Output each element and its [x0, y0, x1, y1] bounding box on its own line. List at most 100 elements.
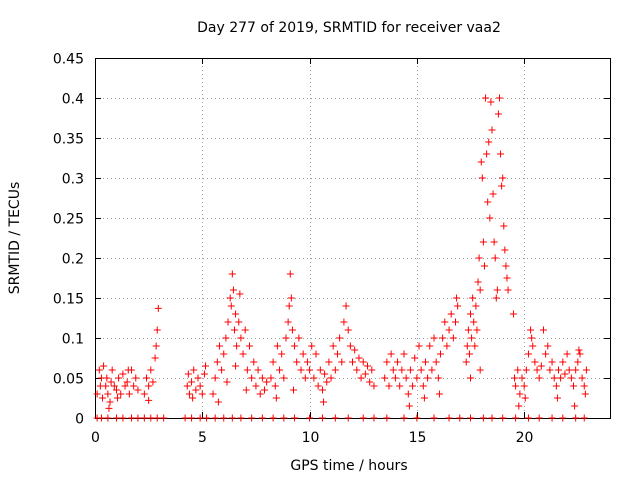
data-point — [479, 414, 487, 422]
data-point — [103, 374, 111, 382]
data-point — [521, 394, 529, 402]
data-point — [282, 334, 290, 342]
data-point — [436, 350, 444, 358]
data-point — [430, 414, 438, 422]
data-point — [570, 382, 578, 390]
data-point — [220, 350, 228, 358]
data-point — [357, 374, 365, 382]
data-point — [494, 110, 502, 118]
data-point — [320, 398, 328, 406]
data-point — [123, 378, 131, 386]
data-point — [445, 326, 453, 334]
data-point — [527, 326, 535, 334]
data-point — [286, 270, 294, 278]
data-point — [470, 318, 478, 326]
data-point — [338, 358, 346, 366]
data-point — [537, 362, 545, 370]
data-point — [140, 390, 148, 398]
data-point — [310, 374, 318, 382]
data-point — [233, 342, 241, 350]
x-tick-label: 5 — [198, 430, 207, 446]
data-point — [449, 334, 457, 342]
data-point — [548, 414, 556, 422]
data-point — [106, 398, 114, 406]
data-point — [228, 414, 236, 422]
data-point — [574, 358, 582, 366]
data-point — [316, 366, 324, 374]
data-point — [387, 350, 395, 358]
data-point — [220, 414, 228, 422]
data-point — [563, 350, 571, 358]
data-point — [453, 294, 461, 302]
data-point — [405, 402, 413, 410]
data-point — [469, 294, 477, 302]
data-point — [485, 138, 493, 146]
data-point — [303, 358, 311, 366]
data-point — [488, 414, 496, 422]
data-point — [498, 182, 506, 190]
data-point — [370, 414, 378, 422]
data-point — [511, 374, 519, 382]
data-point — [580, 414, 588, 422]
data-point — [486, 214, 494, 222]
data-point — [276, 366, 284, 374]
data-point — [439, 334, 447, 342]
data-point — [533, 366, 541, 374]
data-point — [239, 350, 247, 358]
data-point — [582, 366, 590, 374]
data-point — [467, 414, 475, 422]
data-point — [400, 414, 408, 422]
data-point — [535, 374, 543, 382]
data-point — [500, 222, 508, 230]
data-point — [185, 390, 193, 398]
data-point — [288, 326, 296, 334]
data-point — [102, 382, 110, 390]
data-point — [396, 382, 404, 390]
data-point — [406, 366, 414, 374]
data-point — [447, 310, 455, 318]
data-point — [478, 174, 486, 182]
data-point — [252, 382, 260, 390]
data-point — [209, 390, 217, 398]
data-point — [479, 238, 487, 246]
data-point — [134, 414, 142, 422]
data-point — [147, 414, 155, 422]
data-point — [149, 378, 157, 386]
data-point — [119, 414, 127, 422]
data-point — [567, 374, 575, 382]
data-point — [535, 414, 543, 422]
chart-title: Day 277 of 2019, SRMTID for receiver vaa… — [197, 20, 501, 36]
data-point — [411, 354, 419, 362]
data-point — [445, 414, 453, 422]
data-point — [246, 342, 253, 350]
data-point — [512, 414, 520, 422]
data-point — [95, 366, 103, 374]
data-point — [329, 342, 337, 350]
data-point — [471, 342, 479, 350]
data-point — [110, 382, 118, 390]
data-point — [504, 286, 512, 294]
data-point — [318, 414, 326, 422]
data-point — [336, 334, 344, 342]
data-point — [472, 302, 480, 310]
data-point — [107, 378, 115, 386]
data-point — [134, 386, 142, 394]
data-point — [147, 366, 155, 374]
data-point — [524, 350, 532, 358]
data-point — [548, 358, 556, 366]
data-point — [132, 374, 140, 382]
data-point — [493, 286, 501, 294]
data-point — [230, 326, 238, 334]
data-point — [499, 174, 507, 182]
data-point — [518, 374, 526, 382]
data-point — [100, 362, 108, 370]
data-point — [297, 366, 305, 374]
data-point — [476, 366, 484, 374]
data-point — [99, 394, 107, 402]
data-point — [467, 310, 475, 318]
data-point — [488, 126, 496, 134]
data-point — [198, 390, 206, 398]
x-tick-label: 0 — [91, 430, 100, 446]
x-axis-label: GPS time / hours — [290, 458, 407, 474]
data-point — [402, 374, 410, 382]
